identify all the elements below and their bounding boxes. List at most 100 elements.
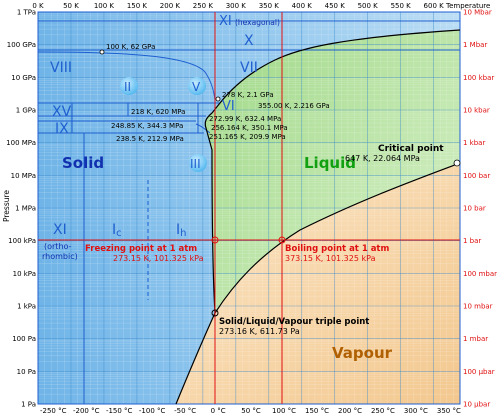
bottom-tick-label: 150 °C bbox=[305, 407, 329, 415]
bottom-tick-label: 300 °C bbox=[404, 407, 428, 415]
marker-freezing bbox=[211, 236, 219, 244]
top-axis-title: Temperature bbox=[445, 2, 490, 10]
left-tick-label: 10 kPa bbox=[13, 270, 36, 278]
right-tick-label: 1 bar bbox=[463, 237, 481, 245]
bottom-tick-label: 50 °C bbox=[241, 407, 261, 415]
left-tick-label: 100 kPa bbox=[8, 237, 36, 245]
top-tick-label: 200 K bbox=[160, 2, 181, 10]
right-tick-label: 10 mbar bbox=[463, 303, 493, 311]
label-218k: 218 K, 620 MPa bbox=[131, 108, 185, 116]
label-278k: 278 K, 2.1 GPa bbox=[222, 91, 274, 99]
ice-iii-bubble bbox=[189, 154, 207, 172]
left-tick-label: 100 Pa bbox=[12, 335, 36, 343]
freezing-point-title: Freezing point at 1 atm bbox=[85, 244, 197, 254]
top-tick-label: 100 K bbox=[94, 2, 115, 10]
ice-ix-label: IX bbox=[55, 121, 69, 137]
label-100k: 100 K, 62 GPa bbox=[106, 43, 155, 51]
one-atm-guides bbox=[38, 12, 460, 404]
top-tick-label: 600 K bbox=[424, 2, 445, 10]
ice-iii-label: III bbox=[190, 157, 201, 171]
top-tick-label: 0 K bbox=[32, 2, 44, 10]
left-tick-label: 10 GPa bbox=[11, 74, 36, 82]
ice-xi-hex-roman: XI bbox=[219, 14, 232, 29]
marker-boiling bbox=[278, 236, 286, 244]
critical-point-value: 647 K, 22.064 MPa bbox=[345, 154, 420, 163]
right-tick-label: 1 Mbar bbox=[463, 41, 487, 49]
triple-point-value: 273.16 K, 611.73 Pa bbox=[219, 327, 300, 336]
left-axis-ticks: 1 TPa 100 GPa 10 GPa 1 GPa 100 MPa 10 MPa 1 MP… bbox=[6, 9, 36, 409]
melting-curve bbox=[204, 29, 461, 314]
vapour-region bbox=[176, 163, 460, 404]
bottom-tick-label: 250 °C bbox=[371, 407, 395, 415]
top-tick-label: 500 K bbox=[358, 2, 379, 10]
marker-triple bbox=[211, 309, 219, 317]
boundary-iii-upper bbox=[195, 123, 211, 134]
left-tick-label: 1 MPa bbox=[15, 205, 36, 213]
top-tick-label: 450 K bbox=[325, 2, 346, 10]
bottom-tick-label: -100 °C bbox=[139, 407, 166, 415]
label-256k: 256.164 K, 350.1 MPa bbox=[211, 124, 288, 132]
top-tick-label: 150 K bbox=[127, 2, 148, 10]
ice-vii-label: VII bbox=[240, 60, 258, 76]
ice-x-label: X bbox=[244, 33, 254, 49]
sublimation-curve bbox=[175, 312, 216, 405]
boiling-point-value: 373.15 K, 101.325 kPa bbox=[285, 254, 376, 263]
bottom-tick-label: -50 °C bbox=[174, 407, 196, 415]
top-tick-label: 550 K bbox=[391, 2, 412, 10]
right-tick-label: 100 mbar bbox=[463, 270, 497, 278]
label-251k: 251.165 K, 209.9 MPa bbox=[209, 133, 286, 141]
ice-xv-label: XV bbox=[52, 104, 72, 120]
ice-ih-label: Ih bbox=[176, 222, 186, 239]
left-tick-label: 10 MPa bbox=[11, 172, 36, 180]
solid-label: Solid bbox=[62, 154, 104, 172]
top-axis-ticks: 0 K 50 K 100 K 150 K 200 K 250 K 300 K 350 K 400… bbox=[32, 2, 444, 10]
point-labels: 100 K, 62 GPa 278 K, 2.1 GPa 355.00 K, 2… bbox=[106, 43, 330, 143]
main-phase-boundaries bbox=[175, 29, 461, 405]
vapour-label: Vapour bbox=[332, 344, 393, 362]
left-tick-label: 100 GPa bbox=[7, 41, 36, 49]
ice-phase-labels: XI (hexagonal) X VIII VII II V VI XV IX … bbox=[42, 14, 280, 261]
bottom-axis-ticks: -250 °C -200 °C -150 °C -100 °C -50 °C 0 °C 50… bbox=[40, 407, 461, 415]
label-272k: 272.99 K, 632.4 MPa bbox=[209, 115, 281, 123]
right-tick-label: 100 µbar bbox=[463, 368, 495, 376]
bottom-tick-label: 200 °C bbox=[338, 407, 362, 415]
label-238k: 238.5 K, 212.9 MPa bbox=[116, 135, 184, 143]
ice-xi-label: XI bbox=[53, 222, 67, 238]
marker-critical bbox=[453, 159, 461, 167]
left-tick-label: 10 Pa bbox=[17, 368, 36, 376]
bottom-tick-label: -250 °C bbox=[40, 407, 67, 415]
bottom-tick-label: -200 °C bbox=[73, 407, 100, 415]
bottom-tick-label: -150 °C bbox=[106, 407, 133, 415]
bottom-tick-label: 350 °C bbox=[437, 407, 461, 415]
ice-ii-label: II bbox=[124, 80, 131, 94]
boiling-point-title: Boiling point at 1 atm bbox=[285, 244, 389, 254]
bottom-tick-label: 0 °C bbox=[211, 407, 226, 415]
right-tick-label: 10 bar bbox=[463, 205, 486, 213]
plot-frame bbox=[37, 11, 461, 405]
right-tick-label: 1 kbar bbox=[463, 139, 485, 147]
left-tick-label: 1 GPa bbox=[16, 107, 36, 115]
ice-v-bubble bbox=[188, 77, 206, 95]
top-tick-label: 300 K bbox=[226, 2, 247, 10]
vaporization-curve bbox=[214, 162, 461, 314]
ice-ic-label: Ic bbox=[112, 222, 122, 239]
ice-vi-label: VI bbox=[222, 99, 235, 114]
right-tick-label: 100 bar bbox=[463, 172, 490, 180]
left-tick-label: 1 kPa bbox=[17, 303, 36, 311]
boundary-viii-vii bbox=[37, 51, 216, 101]
top-tick-label: 250 K bbox=[193, 2, 214, 10]
marker-100k bbox=[99, 49, 105, 55]
ice-phase-boundaries bbox=[37, 20, 460, 404]
right-tick-label: 10 µbar bbox=[463, 401, 490, 409]
top-tick-label: 50 K bbox=[63, 2, 79, 10]
right-tick-label: 100 kbar bbox=[463, 74, 494, 82]
ortho-label: (ortho- bbox=[44, 242, 72, 251]
right-tick-label: 10 Mbar bbox=[463, 9, 492, 17]
top-tick-label: 400 K bbox=[292, 2, 313, 10]
rhombic-label: rhombic) bbox=[42, 252, 78, 261]
ice-ii-bubble bbox=[120, 77, 138, 95]
ice-viii-label: VIII bbox=[50, 60, 72, 76]
right-tick-label: 10 kbar bbox=[463, 107, 490, 115]
freezing-point-value: 273.15 K, 101.325 kPa bbox=[113, 254, 204, 263]
label-248k: 248.85 K, 344.3 MPa bbox=[111, 122, 183, 130]
